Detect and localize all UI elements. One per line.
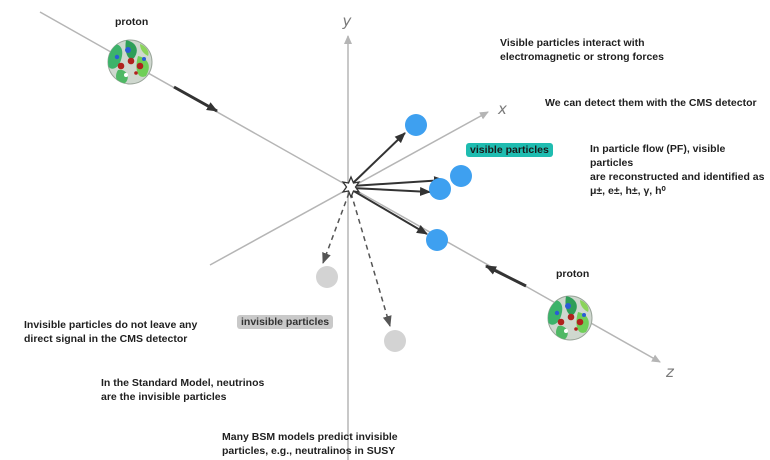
note-line: direct signal in the CMS detector bbox=[24, 333, 188, 345]
visible-particle bbox=[426, 229, 448, 251]
particle-flow-note: In particle flow (PF), visible particles… bbox=[590, 142, 770, 198]
invisible-particles-tag: invisible particles bbox=[237, 315, 334, 329]
visible-particle bbox=[405, 114, 427, 136]
invisible-particle bbox=[316, 266, 338, 288]
proton-2-icon bbox=[547, 295, 593, 341]
proton-2-label: proton bbox=[556, 268, 589, 280]
note-line: In particle flow (PF), visible particles bbox=[590, 143, 726, 169]
visible-track-1 bbox=[351, 132, 406, 185]
z-axis-label: z bbox=[665, 363, 675, 381]
visible-track-4 bbox=[351, 189, 428, 235]
visible-interaction-note: Visible particles interact with electrom… bbox=[500, 36, 664, 64]
note-line: μ±, e±, h±, γ, h⁰ bbox=[590, 185, 666, 197]
visible-track-3 bbox=[351, 186, 431, 196]
invisible-signal-note: Invisible particles do not leave any dir… bbox=[24, 318, 197, 346]
note-line: are the invisible particles bbox=[101, 391, 227, 403]
standard-model-note: In the Standard Model, neutrinos are the… bbox=[101, 376, 264, 404]
invisible-particle bbox=[384, 330, 406, 352]
note-line: electromagnetic or strong forces bbox=[500, 51, 664, 63]
proton-1-direction-arrow bbox=[173, 85, 218, 113]
collision-star-icon bbox=[341, 175, 361, 199]
note-line: We can detect them with the CMS detector bbox=[545, 97, 757, 109]
note-line: Visible particles interact with bbox=[500, 37, 645, 49]
note-line: Many BSM models predict invisible bbox=[222, 431, 398, 443]
bsm-note: Many BSM models predict invisible partic… bbox=[222, 430, 398, 458]
proton-2-direction-arrow bbox=[485, 264, 527, 288]
visible-particle bbox=[450, 165, 472, 187]
detection-note: We can detect them with the CMS detector bbox=[545, 96, 757, 110]
visible-particles-tag: visible particles bbox=[466, 143, 553, 157]
proton-1-label: proton bbox=[115, 16, 148, 28]
note-line: are reconstructed and identified as bbox=[590, 171, 765, 183]
x-axis-label: x bbox=[497, 100, 507, 118]
visible-track-2 bbox=[351, 176, 445, 187]
note-line: Invisible particles do not leave any bbox=[24, 319, 198, 331]
proton-1-icon bbox=[107, 39, 153, 85]
visible-particle bbox=[429, 178, 451, 200]
invisible-track-2 bbox=[350, 192, 392, 327]
note-line: In the Standard Model, neutrinos bbox=[101, 377, 265, 389]
y-axis-label: y bbox=[342, 12, 353, 30]
invisible-track-1 bbox=[322, 192, 350, 264]
note-line: particles, e.g., neutralinos in SUSY bbox=[222, 445, 396, 457]
